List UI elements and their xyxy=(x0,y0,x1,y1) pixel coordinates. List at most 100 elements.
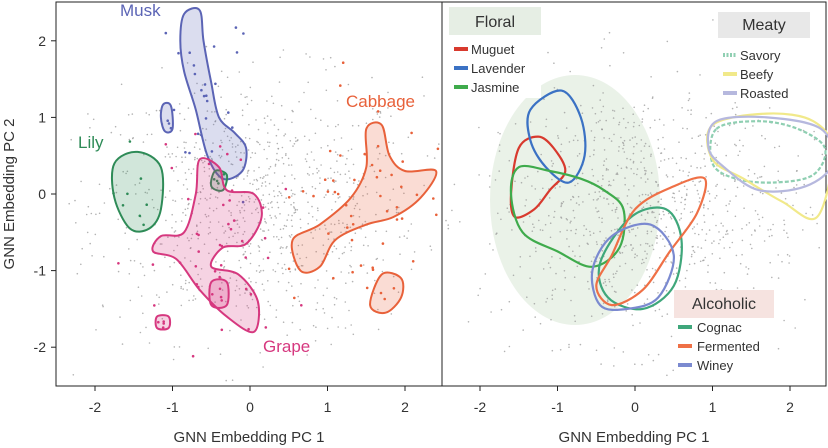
background-point xyxy=(367,245,369,247)
background-point xyxy=(80,263,82,266)
background-point xyxy=(632,228,635,230)
background-point xyxy=(649,126,652,129)
legend-entry-winey: Winey xyxy=(697,358,734,373)
background-point xyxy=(306,172,309,175)
background-point xyxy=(657,138,659,141)
background-point xyxy=(269,165,272,168)
background-point xyxy=(577,182,579,185)
background-point xyxy=(289,236,292,238)
background-point xyxy=(246,103,249,105)
background-point xyxy=(239,211,242,214)
background-point xyxy=(234,151,237,153)
musk-point xyxy=(196,132,200,136)
background-point xyxy=(739,150,741,153)
background-point xyxy=(533,302,536,305)
cabbage-point xyxy=(376,144,380,148)
background-point xyxy=(314,117,317,120)
background-point xyxy=(68,202,70,205)
background-point xyxy=(628,188,630,191)
background-point xyxy=(651,97,654,99)
background-point xyxy=(673,192,675,195)
background-point xyxy=(607,169,609,171)
background-point xyxy=(616,270,618,273)
background-point xyxy=(366,193,369,195)
background-point xyxy=(582,201,584,203)
background-point xyxy=(632,125,635,128)
background-point xyxy=(248,277,250,279)
background-point xyxy=(200,268,203,270)
x-tick-label: -1 xyxy=(551,399,564,415)
background-point xyxy=(643,157,645,160)
background-point xyxy=(660,218,662,220)
musk-region xyxy=(179,7,248,181)
background-point xyxy=(260,238,263,241)
grape-point xyxy=(151,263,155,266)
background-point xyxy=(638,195,641,197)
background-point xyxy=(348,196,351,198)
background-point xyxy=(725,154,727,157)
background-point xyxy=(629,158,632,161)
background-point xyxy=(728,203,730,205)
background-point xyxy=(634,136,636,138)
background-point xyxy=(145,326,147,329)
background-point xyxy=(258,166,260,169)
background-point xyxy=(269,304,272,307)
background-point xyxy=(257,141,260,144)
cabbage-point xyxy=(395,206,399,209)
background-point xyxy=(274,163,277,166)
background-point xyxy=(777,170,779,173)
background-point xyxy=(372,118,374,121)
background-point xyxy=(202,127,204,130)
background-point xyxy=(255,281,257,284)
background-point xyxy=(615,291,617,293)
background-point xyxy=(573,217,576,219)
background-point xyxy=(783,319,785,322)
background-point xyxy=(648,145,651,148)
background-point xyxy=(623,245,626,248)
background-point xyxy=(307,81,310,84)
background-point xyxy=(291,321,294,324)
background-point xyxy=(533,226,535,229)
background-point xyxy=(602,302,605,305)
background-point xyxy=(390,313,393,315)
background-point xyxy=(323,312,326,314)
background-point xyxy=(235,177,238,179)
background-point xyxy=(658,308,661,311)
musk-point xyxy=(192,64,196,67)
legend-entry-lavender: Lavender xyxy=(471,61,526,76)
background-point xyxy=(575,178,578,180)
background-point xyxy=(203,160,206,163)
background-point xyxy=(704,239,707,242)
background-point xyxy=(565,218,568,220)
background-point xyxy=(169,190,171,192)
background-point xyxy=(180,304,183,307)
background-point xyxy=(315,250,318,253)
background-point xyxy=(649,204,652,207)
background-point xyxy=(133,260,136,262)
background-point xyxy=(248,123,250,126)
background-point xyxy=(406,237,408,239)
cabbage-point xyxy=(378,169,382,172)
musk-point xyxy=(200,133,203,137)
musk-point xyxy=(205,99,209,103)
cabbage-point xyxy=(390,173,393,177)
background-point xyxy=(632,162,635,164)
background-point xyxy=(369,165,372,168)
cabbage-point xyxy=(333,190,337,194)
background-point xyxy=(666,176,669,178)
background-point xyxy=(578,245,581,247)
background-point xyxy=(277,262,279,265)
background-point xyxy=(261,283,264,286)
background-point xyxy=(122,170,124,173)
background-point xyxy=(325,228,327,230)
lily-point xyxy=(145,203,148,206)
background-point xyxy=(276,236,278,238)
background-point xyxy=(340,137,343,139)
background-point xyxy=(559,349,562,351)
background-point xyxy=(223,232,225,234)
background-point xyxy=(741,239,744,242)
background-point xyxy=(319,177,321,179)
background-point xyxy=(220,155,223,157)
background-point xyxy=(203,243,206,245)
background-point xyxy=(249,182,251,185)
